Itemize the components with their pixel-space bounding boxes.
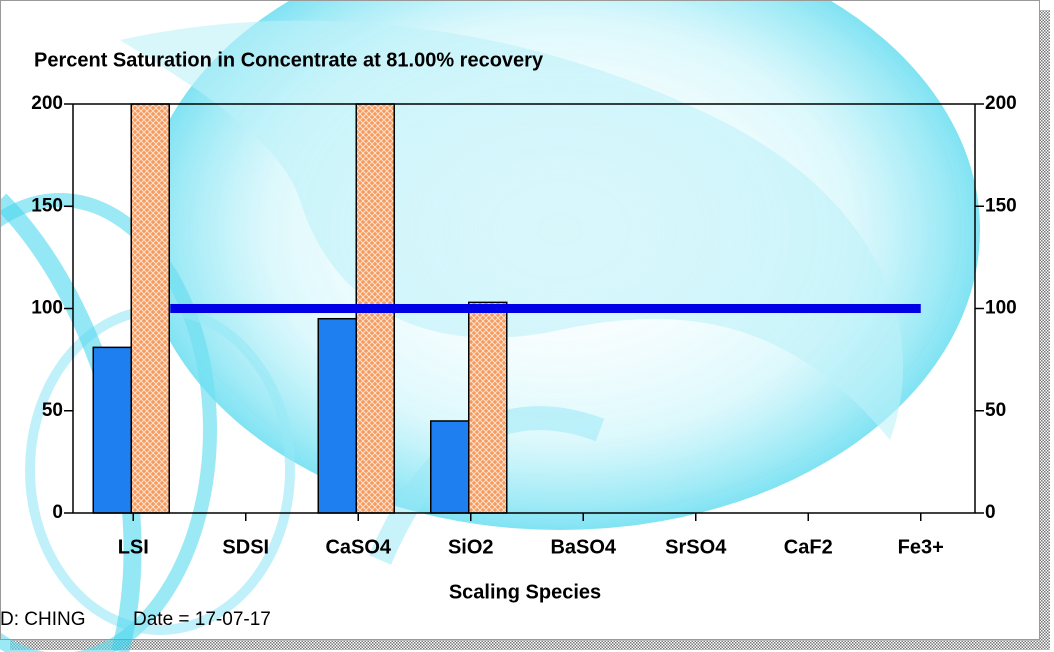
- y-tick-label: 150: [31, 195, 63, 216]
- bar: [131, 104, 169, 513]
- x-tick-label: CaSO4: [325, 536, 391, 558]
- footer-id: D: CHING: [0, 609, 86, 630]
- x-tick-label: Fe3+: [898, 536, 944, 558]
- x-tick-label: CaF2: [784, 536, 833, 558]
- y-tick-label: 200: [31, 93, 63, 114]
- y2-tick-label: 50: [985, 400, 1006, 421]
- bar: [431, 421, 469, 513]
- footer-date: Date = 17-07-17: [133, 609, 271, 630]
- y-tick-label: 0: [52, 502, 63, 523]
- chart-title: Percent Saturation in Concentrate at 81.…: [34, 49, 544, 71]
- x-tick-label: LSI: [118, 536, 149, 558]
- y2-tick-label: 100: [985, 298, 1017, 319]
- y2-tick-label: 200: [985, 93, 1017, 114]
- bar: [318, 319, 356, 513]
- bar: [469, 302, 507, 513]
- x-tick-label: SrSO4: [665, 536, 727, 558]
- bar: [93, 347, 131, 513]
- x-axis-label: Scaling Species: [449, 581, 601, 603]
- x-tick-label: BaSO4: [550, 536, 616, 558]
- y-tick-label: 50: [42, 400, 63, 421]
- y-tick-label: 100: [31, 298, 63, 319]
- y2-tick-label: 150: [985, 195, 1017, 216]
- y2-tick-label: 0: [985, 502, 996, 523]
- x-tick-label: SDSI: [222, 536, 269, 558]
- x-tick-label: SiO2: [448, 536, 494, 558]
- chart: Percent Saturation in Concentrate at 81.…: [0, 0, 1054, 652]
